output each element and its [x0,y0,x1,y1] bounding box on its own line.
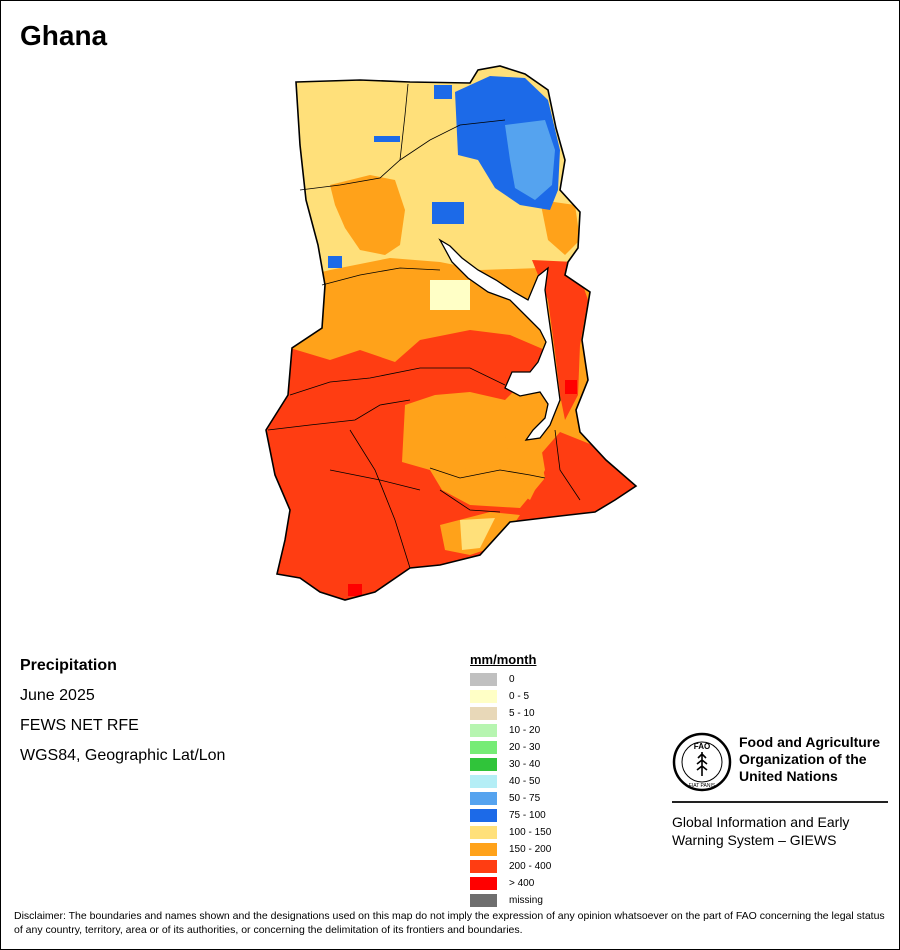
zone-75-100-patch-3 [328,256,342,268]
source-label: FEWS NET RFE [20,716,225,735]
legend-label: 50 - 75 [509,793,540,804]
legend-item: missing [470,892,551,909]
legend-label: > 400 [509,878,534,889]
legend-swatch [470,877,497,890]
legend-item: > 400 [470,875,551,892]
legend-item: 0 [470,671,551,688]
legend-item: 50 - 75 [470,790,551,807]
legend-swatch [470,724,497,737]
svg-text:FAO: FAO [694,742,710,751]
precipitation-map [0,0,900,640]
legend-label: 200 - 400 [509,861,551,872]
legend-swatch [470,860,497,873]
variable-label: Precipitation [20,656,225,675]
legend-item: 200 - 400 [470,858,551,875]
legend-swatch [470,826,497,839]
legend-swatch [470,809,497,822]
legend-item: 10 - 20 [470,722,551,739]
legend-item: 5 - 10 [470,705,551,722]
legend-label: 150 - 200 [509,844,551,855]
fao-divider [672,801,888,803]
fao-name: Food and Agriculture Organization of the… [739,734,889,785]
legend-swatch [470,690,497,703]
legend-item: 150 - 200 [470,841,551,858]
legend-item: 100 - 150 [470,824,551,841]
giews-name: Global Information and Early Warning Sys… [672,813,888,849]
legend-swatch [470,792,497,805]
disclaimer: Disclaimer: The boundaries and names sho… [14,909,886,937]
legend-item: 30 - 40 [470,756,551,773]
legend-swatch [470,843,497,856]
svg-text:FIAT PANIS: FIAT PANIS [689,783,716,789]
legend-title: mm/month [470,652,551,667]
legend-label: missing [509,895,543,906]
legend-item: 40 - 50 [470,773,551,790]
legend-label: 0 [509,674,515,685]
legend-label: 0 - 5 [509,691,529,702]
legend-swatch [470,775,497,788]
legend-swatch [470,758,497,771]
zone-75-100-patch [432,202,464,224]
legend-items: 0 0 - 5 5 - 10 10 - 20 20 - 30 30 - 40 40 - 50… [470,671,551,909]
rainfall-zones [250,60,650,620]
legend-item: 20 - 30 [470,739,551,756]
legend-label: 75 - 100 [509,810,546,821]
legend-swatch [470,707,497,720]
zone-0-5 [430,280,470,310]
legend-label: 10 - 20 [509,725,540,736]
legend-label: 20 - 30 [509,742,540,753]
legend-item: 75 - 100 [470,807,551,824]
zone-over-400 [348,584,362,596]
legend-item: 0 - 5 [470,688,551,705]
fao-logo-icon: FAO FIAT PANIS [672,732,732,792]
zone-75-100-patch-2 [434,85,452,99]
period-label: June 2025 [20,686,225,705]
legend-swatch [470,741,497,754]
legend-label: 30 - 40 [509,759,540,770]
legend-swatch [470,673,497,686]
legend: mm/month 0 0 - 5 5 - 10 10 - 20 20 - 30 30 - … [470,652,551,909]
map-info: Precipitation June 2025 FEWS NET RFE WGS… [20,656,225,776]
zone-75-100-patch-4 [374,136,400,142]
legend-label: 5 - 10 [509,708,535,719]
legend-label: 100 - 150 [509,827,551,838]
zone-over-400-east [565,380,577,394]
legend-label: 40 - 50 [509,776,540,787]
legend-swatch [470,894,497,907]
projection-label: WGS84, Geographic Lat/Lon [20,746,225,765]
